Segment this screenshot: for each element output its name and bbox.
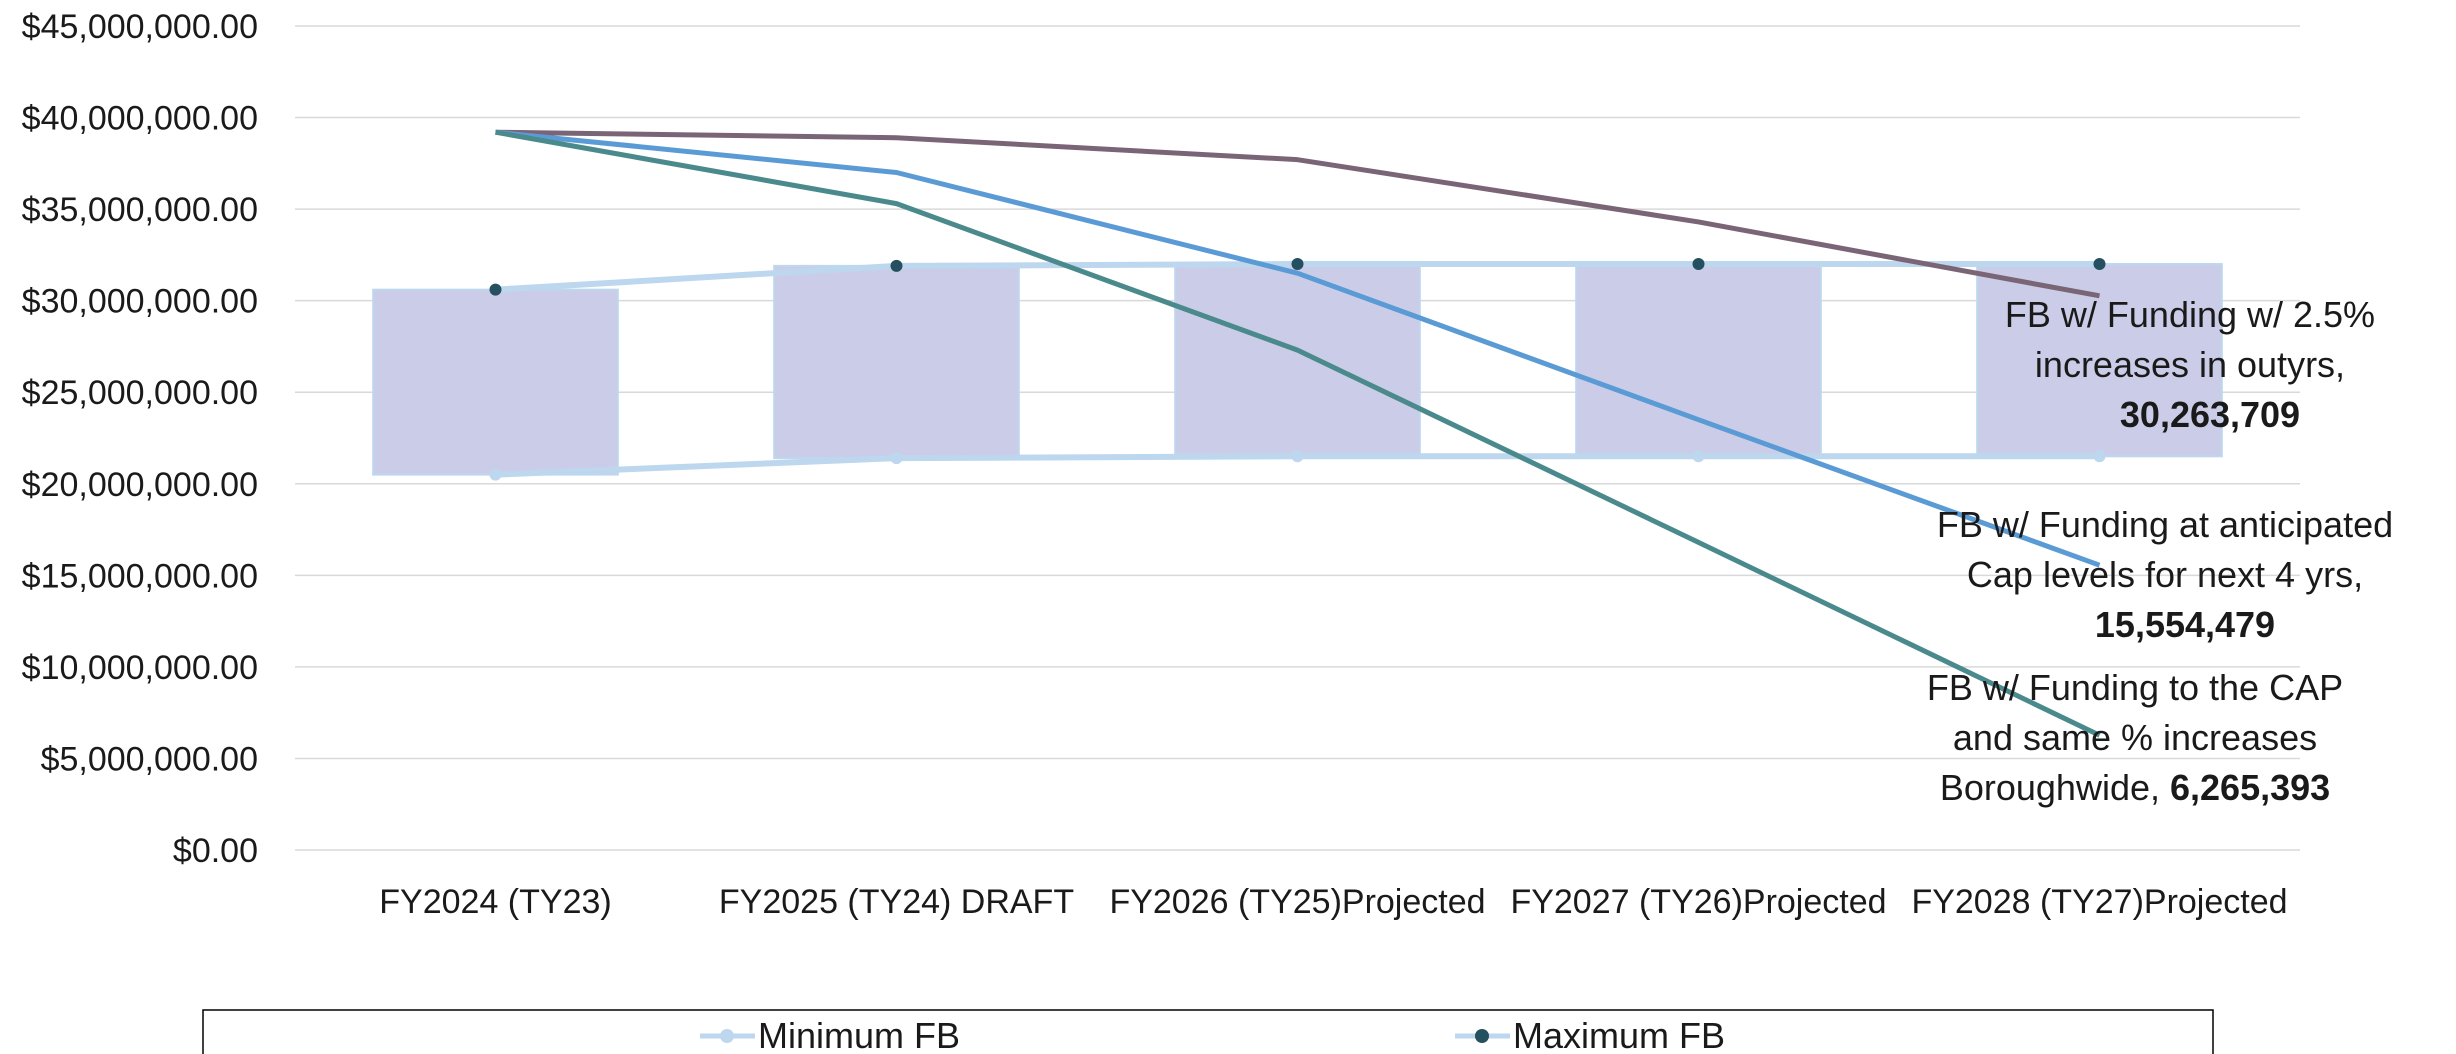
series-point [1692,450,1705,463]
series-line [495,129,2101,738]
series-point [890,452,903,465]
legend: Minimum FB Maximum FB [202,1009,2214,1054]
annotation-line: FB w/ Funding w/ 2.5% [2005,294,2375,335]
series-line [495,129,2101,568]
legend-swatch-marker [1475,1029,1489,1043]
series-lines [489,129,2106,738]
series-point [1692,258,1705,271]
y-tick-label: $40,000,000.00 [22,100,258,138]
range-box [372,288,619,476]
x-tick-label: FY2024 (TY23) [379,883,611,921]
x-tick-label: FY2028 (TY27)Projected [1911,883,2287,921]
y-tick-label: $15,000,000.00 [22,557,258,595]
series-line [495,129,2100,299]
series-point [1291,258,1304,271]
y-tick-label: $20,000,000.00 [22,466,258,504]
annotation-line: FB w/ Funding to the CAP [1927,667,2343,708]
y-tick-label: $35,000,000.00 [22,191,258,229]
legend-box [202,1009,2214,1054]
legend-label: Maximum FB [1513,1015,1725,1054]
x-axis-ticks: FY2024 (TY23) FY2025 (TY24) DRAFT FY2026 (… [379,883,2287,921]
legend-label: Minimum FB [758,1015,960,1054]
x-tick-label: FY2026 (TY25)Projected [1109,883,1485,921]
range-box [1575,263,1822,458]
annotation-line: Cap levels for next 4 yrs, [1967,554,2363,595]
annotation-line: and same % increases [1953,717,2317,758]
y-axis-ticks: $0.00 $5,000,000.00 $10,000,000.00 $15,000,… [22,8,258,870]
legend-swatch-marker [720,1029,734,1043]
annotation-line: Boroughwide, 6,265,393 [1940,767,2330,808]
annotation-line: increases in outyrs, [2035,344,2345,385]
y-tick-label: $0.00 [173,832,258,870]
annotation-line: FB w/ Funding at anticipated [1937,504,2393,545]
y-tick-label: $30,000,000.00 [22,283,258,321]
annotations: FB w/ Funding w/ 2.5% increases in outyrs… [1927,294,2393,808]
annotation-value: 15,554,479 [2095,604,2275,645]
range-bands [372,263,2223,476]
x-tick-label: FY2025 (TY24) DRAFT [719,883,1074,921]
series-point [489,283,502,296]
series-point [2093,258,2106,271]
series-point [1291,450,1304,463]
series-point [890,259,903,272]
y-tick-label: $45,000,000.00 [22,8,258,46]
range-box [1174,263,1421,458]
y-tick-label: $10,000,000.00 [22,649,258,687]
series-point [489,468,502,481]
series-point [2093,450,2106,463]
x-tick-label: FY2027 (TY26)Projected [1510,883,1886,921]
annotation-value: 30,263,709 [2120,394,2300,435]
y-tick-label: $25,000,000.00 [22,374,258,412]
range-box [773,264,1020,460]
y-tick-label: $5,000,000.00 [41,740,258,778]
